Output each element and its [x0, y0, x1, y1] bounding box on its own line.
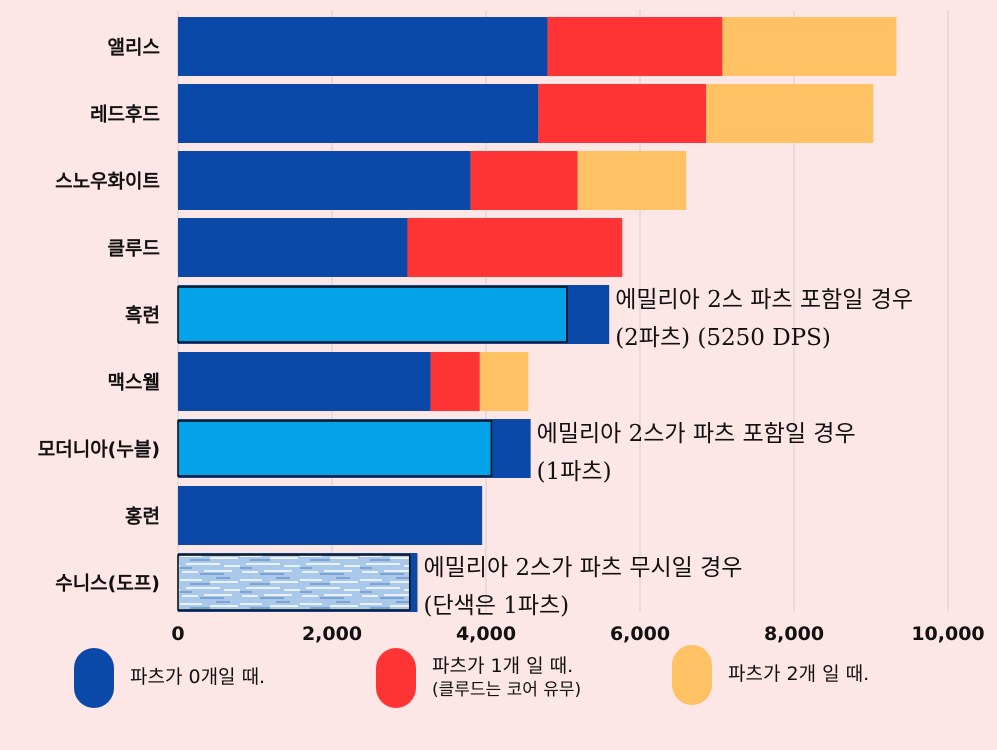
- annotation-text: (단색은 1파츠): [423, 593, 569, 619]
- category-label: 앨리스: [108, 37, 160, 59]
- annotation-text: (1파츠): [537, 459, 612, 485]
- category-label: 레드후드: [90, 104, 160, 126]
- bar-segment: [178, 352, 431, 411]
- legend-label: 파츠가 2개 일 때.: [728, 663, 870, 686]
- x-tick-label: 6,000: [610, 623, 670, 645]
- legend-item-1-parts: 파츠가 1개 일 때. (클루드는 코어 유무): [376, 648, 581, 708]
- legend-swatch: [672, 645, 712, 705]
- bar-segment: [178, 486, 483, 545]
- annotation-text: 에밀리아 2스 파츠 포함일 경우: [615, 287, 913, 313]
- x-tick-label: 4,000: [456, 623, 516, 645]
- x-tick-label: 2,000: [302, 623, 362, 645]
- bar-segment: [577, 151, 687, 210]
- x-tick-label: 0: [171, 623, 184, 645]
- legend-item-0-parts: 파츠가 0개일 때.: [74, 648, 265, 708]
- category-label: 맥스웰: [108, 372, 160, 394]
- category-label: 흑련: [125, 304, 160, 327]
- annotations: 에밀리아 2스 파츠 포함일 경우 (2파츠) (5250 DPS) 에밀리아 2스…: [423, 287, 913, 619]
- annotation-text: (2파츠) (5250 DPS): [615, 325, 831, 351]
- category-label: 수니스(도프): [55, 573, 160, 595]
- x-tick-label: 10,000: [911, 623, 984, 645]
- legend-label: 파츠가 1개 일 때. (클루드는 코어 유무): [432, 654, 582, 701]
- category-label: 스노우화이트: [55, 171, 160, 193]
- category-label: 홍련: [125, 505, 160, 528]
- bar-segment: [178, 84, 539, 143]
- bar-segment: [178, 218, 408, 277]
- x-axis-labels: 0 2,000 4,000 6,000 8,000 10,000: [171, 623, 984, 645]
- legend-swatch: [376, 648, 416, 708]
- legend-item-2-parts: 파츠가 2개 일 때.: [672, 645, 869, 705]
- bar-segment: [479, 352, 529, 411]
- bar-segment: [430, 352, 480, 411]
- bar-segment: [547, 17, 723, 76]
- bar-segment: [706, 84, 874, 143]
- bar-segment: [538, 84, 707, 143]
- bar-segment: [178, 151, 471, 210]
- annotation-text: 에밀리아 2스가 파츠 포함일 경우: [537, 421, 856, 447]
- inner-bar: [177, 420, 493, 477]
- bar-segment: [722, 17, 897, 76]
- legend-swatch: [74, 648, 114, 708]
- legend-sublabel: (클루드는 코어 유무): [432, 680, 582, 701]
- category-label: 모더니아(누블): [38, 439, 160, 461]
- annotation-text: 에밀리아 2스가 파츠 무시일 경우: [423, 555, 742, 581]
- bar-segment: [407, 218, 623, 277]
- bars: [177, 17, 897, 612]
- bar-segment: [470, 151, 578, 210]
- inner-bar: [177, 554, 411, 611]
- inner-bar: [177, 286, 568, 343]
- legend-label: 파츠가 0개일 때.: [130, 666, 266, 689]
- bar-segment: [178, 17, 548, 76]
- x-tick-label: 8,000: [764, 623, 824, 645]
- category-label: 클루드: [108, 238, 160, 260]
